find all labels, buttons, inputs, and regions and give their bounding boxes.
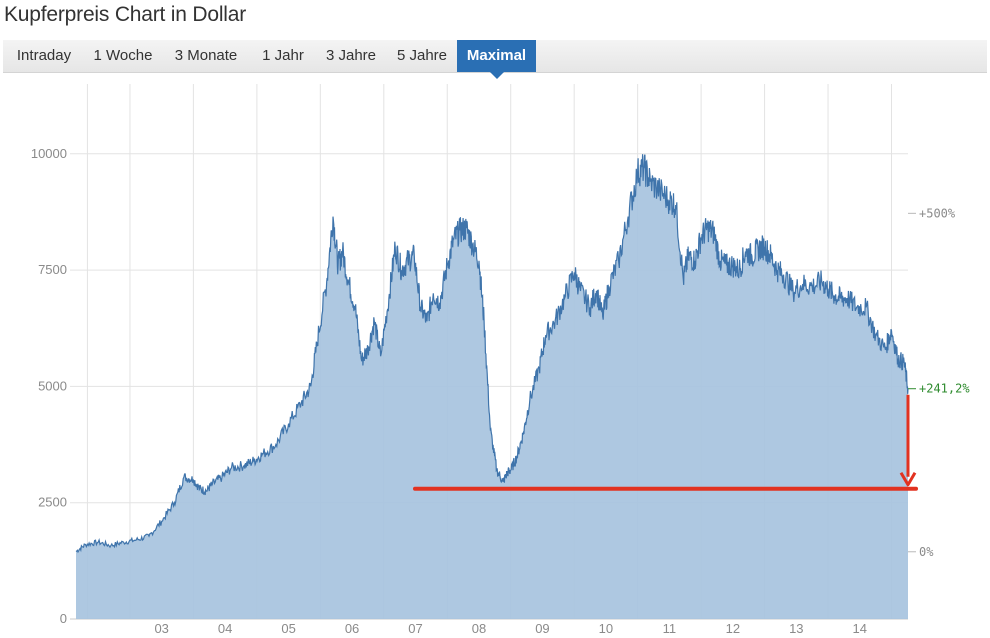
- red-arrow-head: [899, 471, 917, 487]
- y-axis-labels: 0 2500 5000 7500 10000: [31, 146, 67, 626]
- tab-3-jahre[interactable]: 3 Jahre: [325, 47, 377, 64]
- x-tick-label: 12: [726, 621, 740, 636]
- timeframe-tabs: Intraday 1 Woche 3 Monate 1 Jahr 3 Jahre…: [3, 40, 987, 79]
- x-tick-label: 07: [408, 621, 422, 636]
- x-tick-label: 06: [345, 621, 359, 636]
- x-tick-label: 08: [472, 621, 486, 636]
- tab-5-jahre[interactable]: 5 Jahre: [396, 47, 448, 64]
- right-tick-label: 0%: [919, 545, 934, 559]
- x-axis-labels: 03 04 05 06 07 08 09 10 11 12 13 14: [154, 621, 867, 636]
- y-tick-label: 10000: [31, 146, 67, 161]
- x-tick-label: 14: [853, 621, 867, 636]
- x-tick-label: 09: [535, 621, 549, 636]
- x-tick-label: 11: [663, 621, 677, 636]
- annotation-markup: [413, 394, 918, 491]
- x-tick-label: 04: [218, 621, 232, 636]
- tab-1-woche[interactable]: 1 Woche: [93, 47, 153, 64]
- current-change-label: +241,2%: [919, 382, 970, 396]
- tab-3-monate[interactable]: 3 Monate: [174, 47, 238, 64]
- x-tick-label: 13: [789, 621, 803, 636]
- y-tick-label: 7500: [38, 262, 67, 277]
- tab-1-jahr[interactable]: 1 Jahr: [262, 47, 304, 64]
- price-line: [75, 154, 909, 554]
- x-tick-label: 05: [281, 621, 295, 636]
- right-tick-label: +500%: [919, 206, 956, 220]
- price-area-fill: [76, 154, 908, 619]
- y-tick-label: 2500: [38, 495, 67, 510]
- y-tick-label: 0: [60, 611, 67, 626]
- tab-intraday[interactable]: Intraday: [16, 47, 72, 64]
- x-tick-label: 10: [599, 621, 613, 636]
- tab-maximal[interactable]: Maximal: [457, 40, 536, 79]
- right-axis-labels: +500% 0% +241,2%: [908, 206, 970, 559]
- y-tick-label: 5000: [38, 378, 67, 393]
- price-area: [75, 154, 909, 619]
- page-title: Kupferpreis Chart in Dollar: [4, 3, 247, 26]
- x-tick-label: 03: [154, 621, 168, 636]
